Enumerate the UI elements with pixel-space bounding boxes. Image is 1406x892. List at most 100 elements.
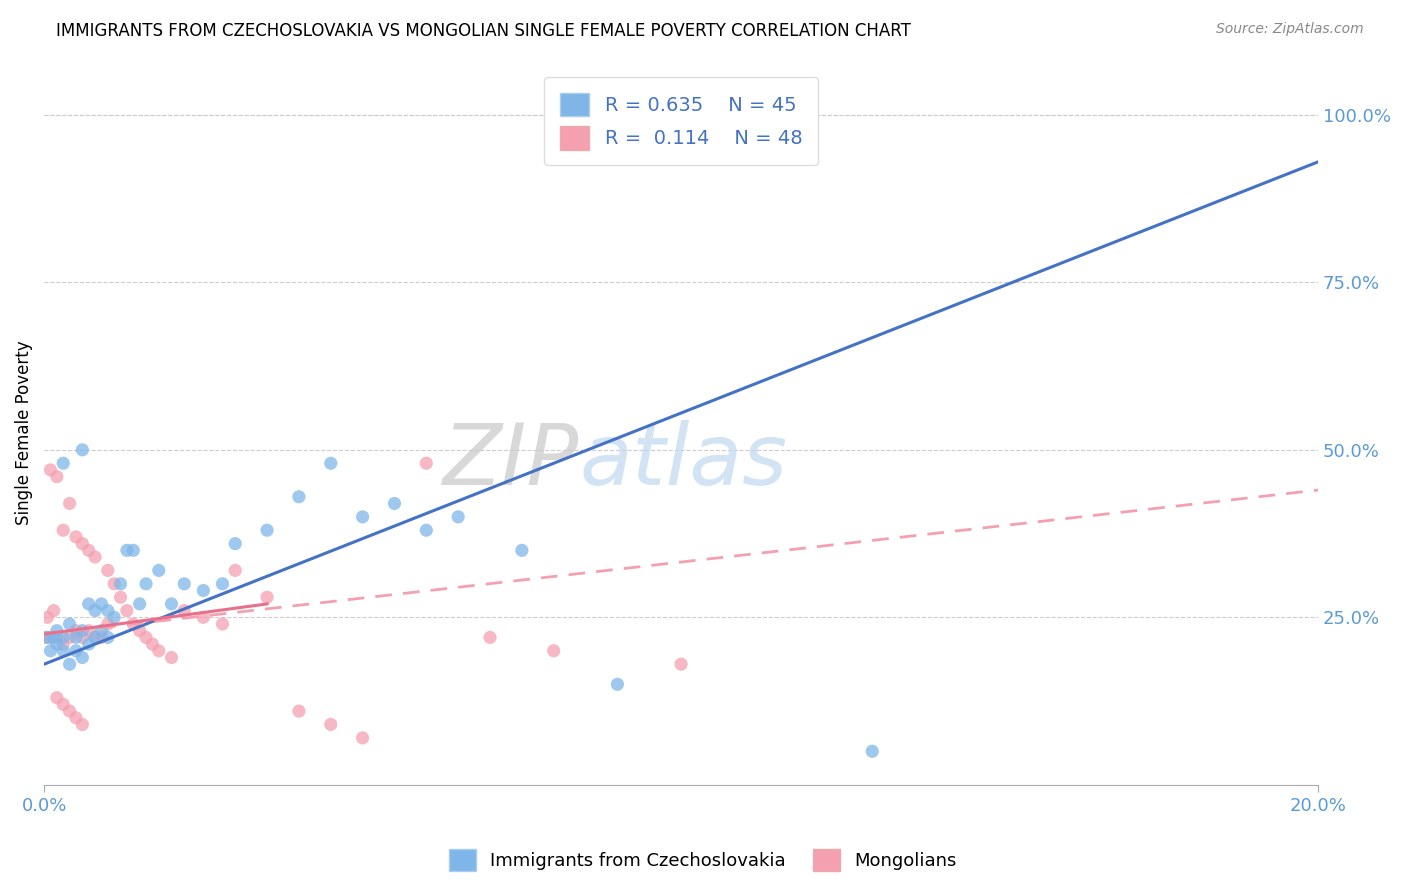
Point — [128, 624, 150, 638]
Point — [77, 543, 100, 558]
Point — [319, 456, 342, 470]
Point — [58, 657, 80, 672]
Point — [45, 624, 67, 638]
Point — [288, 490, 311, 504]
Point — [52, 644, 75, 658]
Point — [115, 543, 138, 558]
Point — [42, 631, 65, 645]
Point — [97, 617, 120, 632]
Point — [193, 583, 215, 598]
Point — [52, 637, 75, 651]
Point — [90, 597, 112, 611]
Point — [211, 617, 233, 632]
Legend: R = 0.635    N = 45, R =  0.114    N = 48: R = 0.635 N = 45, R = 0.114 N = 48 — [544, 77, 818, 165]
Point — [39, 644, 62, 658]
Point — [384, 496, 406, 510]
Point — [77, 637, 100, 651]
Point — [415, 523, 437, 537]
Point — [84, 604, 107, 618]
Point — [148, 644, 170, 658]
Y-axis label: Single Female Poverty: Single Female Poverty — [15, 341, 32, 525]
Point — [72, 624, 94, 638]
Point — [211, 576, 233, 591]
Point — [65, 530, 87, 544]
Point — [65, 644, 87, 658]
Point — [122, 617, 145, 632]
Point — [110, 591, 132, 605]
Point — [45, 631, 67, 645]
Point — [72, 650, 94, 665]
Point — [52, 698, 75, 712]
Point — [84, 549, 107, 564]
Point — [84, 631, 107, 645]
Point — [90, 624, 112, 638]
Point — [224, 563, 246, 577]
Point — [352, 509, 374, 524]
Legend: Immigrants from Czechoslovakia, Mongolians: Immigrants from Czechoslovakia, Mongolia… — [441, 842, 965, 879]
Point — [543, 644, 565, 658]
Point — [256, 591, 278, 605]
Point — [160, 597, 183, 611]
Point — [479, 631, 502, 645]
Text: Source: ZipAtlas.com: Source: ZipAtlas.com — [1216, 22, 1364, 37]
Point — [37, 610, 59, 624]
Point — [224, 536, 246, 550]
Point — [415, 456, 437, 470]
Point — [52, 631, 75, 645]
Point — [45, 690, 67, 705]
Point — [288, 704, 311, 718]
Point — [115, 604, 138, 618]
Point — [65, 624, 87, 638]
Point — [256, 523, 278, 537]
Point — [72, 631, 94, 645]
Point — [84, 631, 107, 645]
Point — [77, 597, 100, 611]
Point — [58, 704, 80, 718]
Point — [103, 576, 125, 591]
Point — [193, 610, 215, 624]
Point — [72, 442, 94, 457]
Point — [97, 604, 120, 618]
Point — [72, 536, 94, 550]
Point — [45, 637, 67, 651]
Point — [58, 631, 80, 645]
Point — [173, 576, 195, 591]
Point — [110, 576, 132, 591]
Point — [58, 496, 80, 510]
Point — [141, 637, 163, 651]
Point — [148, 563, 170, 577]
Point — [72, 717, 94, 731]
Point — [669, 657, 692, 672]
Point — [103, 610, 125, 624]
Point — [37, 631, 59, 645]
Point — [135, 631, 157, 645]
Point — [97, 631, 120, 645]
Point — [65, 711, 87, 725]
Point — [45, 469, 67, 483]
Point — [319, 717, 342, 731]
Point — [510, 543, 533, 558]
Point — [128, 597, 150, 611]
Point — [352, 731, 374, 745]
Point — [447, 509, 470, 524]
Point — [90, 631, 112, 645]
Point — [39, 631, 62, 645]
Point — [606, 677, 628, 691]
Text: ZIP: ZIP — [443, 420, 579, 503]
Point — [122, 543, 145, 558]
Point — [97, 563, 120, 577]
Point — [77, 624, 100, 638]
Text: atlas: atlas — [579, 420, 787, 503]
Point — [42, 604, 65, 618]
Point — [65, 631, 87, 645]
Point — [860, 744, 883, 758]
Point — [52, 456, 75, 470]
Point — [35, 631, 58, 645]
Point — [135, 576, 157, 591]
Point — [52, 523, 75, 537]
Point — [160, 650, 183, 665]
Point — [58, 617, 80, 632]
Point — [173, 604, 195, 618]
Text: IMMIGRANTS FROM CZECHOSLOVAKIA VS MONGOLIAN SINGLE FEMALE POVERTY CORRELATION CH: IMMIGRANTS FROM CZECHOSLOVAKIA VS MONGOL… — [56, 22, 911, 40]
Point — [39, 463, 62, 477]
